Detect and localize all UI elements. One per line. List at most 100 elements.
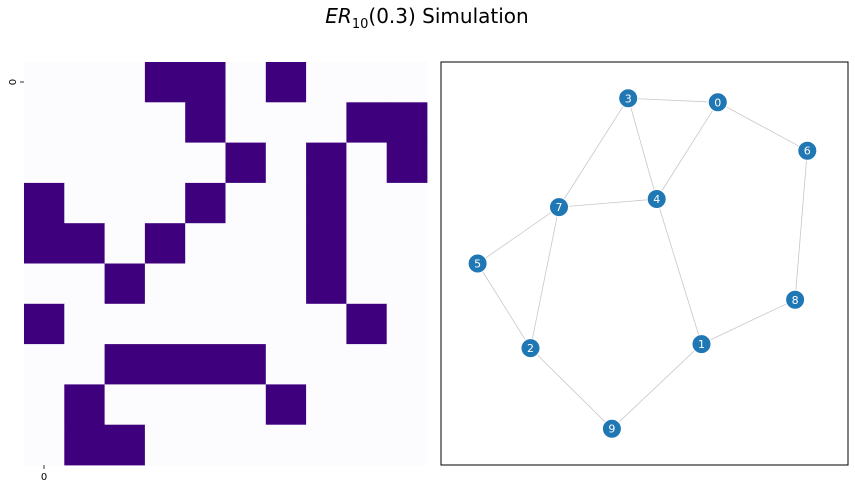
- heatmap-cell-2-0: [24, 142, 65, 184]
- edge-5-2: [477, 263, 531, 349]
- heatmap-cell-2-3: [144, 142, 186, 184]
- heatmap-cell-6-6: [265, 303, 307, 345]
- heatmap-cell-8-5: [225, 384, 267, 426]
- heatmap-cell-5-7: [306, 263, 347, 305]
- node-label-3: 3: [625, 92, 632, 105]
- network-nodes: 0 1 2 3 4 5 6 7 8 9: [467, 88, 818, 439]
- edge-8-6: [794, 150, 808, 300]
- heatmap-cell-7-8: [346, 344, 388, 385]
- heatmap-cell-9-7: [306, 424, 347, 466]
- heatmap-cell-2-6: [265, 142, 307, 184]
- edge-0-6: [717, 101, 808, 152]
- heatmap-cell-0-8: [346, 62, 388, 103]
- y-tick-label-0: 0: [8, 79, 19, 85]
- heatmap-cell-1-1: [64, 102, 105, 143]
- heatmap-cell-8-2: [104, 384, 146, 426]
- heatmap-cell-6-1: [64, 303, 105, 345]
- heatmap-cell-3-9: [386, 182, 428, 224]
- heatmap-cell-8-6: [265, 384, 307, 426]
- heatmap-cell-1-5: [225, 102, 267, 143]
- heatmap-cell-5-9: [386, 263, 428, 305]
- edge-7-5: [477, 206, 560, 264]
- node-5: [467, 253, 488, 274]
- heatmap-cell-7-3: [144, 344, 186, 385]
- x-tick-label-0: 0: [41, 472, 47, 483]
- heatmap-cell-9-0: [24, 424, 65, 466]
- heatmap-cell-4-3: [144, 223, 186, 264]
- heatmap-cell-5-8: [346, 263, 388, 305]
- heatmap-cell-9-4: [185, 424, 226, 466]
- edge-3-7: [558, 98, 629, 208]
- heatmap-cell-2-5: [225, 142, 267, 184]
- heatmap-cell-3-5: [225, 182, 267, 224]
- edge-1-8: [701, 299, 796, 345]
- heatmap-cell-8-3: [144, 384, 186, 426]
- heatmap-cell-5-1: [64, 263, 105, 305]
- node-label-9: 9: [608, 423, 615, 436]
- heatmap-cell-8-7: [306, 384, 347, 426]
- heatmap-cell-6-9: [386, 303, 428, 345]
- heatmap-cell-4-8: [346, 223, 388, 264]
- heatmap-cell-1-3: [144, 102, 186, 143]
- network-edges: [477, 97, 808, 429]
- title-main: ER: [325, 4, 352, 28]
- heatmap-cell-7-6: [265, 344, 307, 385]
- edge-7-2: [530, 207, 560, 349]
- node-label-6: 6: [804, 145, 811, 158]
- heatmap-cell-3-2: [104, 182, 146, 224]
- heatmap-cell-3-7: [306, 182, 347, 224]
- heatmap-cell-7-9: [386, 344, 428, 385]
- edge-7-4: [558, 198, 657, 208]
- heatmap-cell-6-3: [144, 303, 186, 345]
- node-6: [797, 140, 818, 161]
- heatmap-cell-1-9: [386, 102, 428, 143]
- edge-0-4: [656, 102, 719, 200]
- heatmap-cell-0-0: [24, 62, 65, 103]
- heatmap-cell-3-1: [64, 182, 105, 224]
- heatmap-cell-7-0: [24, 344, 65, 385]
- adjacency-heatmap: [24, 62, 428, 466]
- heatmap-cell-6-2: [104, 303, 146, 345]
- heatmap-cell-7-5: [225, 344, 267, 385]
- heatmap-cell-7-2: [104, 344, 146, 385]
- heatmap-cell-9-1: [64, 424, 105, 466]
- heatmap-cell-4-7: [306, 223, 347, 264]
- edge-2-9: [530, 347, 613, 429]
- node-label-2: 2: [527, 342, 534, 355]
- heatmap-cell-3-6: [265, 182, 307, 224]
- heatmap-cell-0-4: [185, 62, 226, 103]
- heatmap-cell-0-5: [225, 62, 267, 103]
- heatmap-cell-1-8: [346, 102, 388, 143]
- heatmap-cell-1-6: [265, 102, 307, 143]
- figure-title: ER10(0.3) Simulation: [325, 4, 528, 32]
- node-0: [707, 92, 728, 113]
- heatmap-cell-2-9: [386, 142, 428, 184]
- heatmap-cell-9-8: [346, 424, 388, 466]
- heatmap-cell-2-1: [64, 142, 105, 184]
- heatmap-cell-5-3: [144, 263, 186, 305]
- heatmap-cell-9-9: [386, 424, 428, 466]
- node-1: [691, 334, 712, 355]
- heatmap-cell-5-2: [104, 263, 146, 305]
- heatmap-cell-0-2: [104, 62, 146, 103]
- heatmap-cell-6-8: [346, 303, 388, 345]
- heatmap-cell-7-7: [306, 344, 347, 385]
- edge-3-4: [627, 98, 658, 200]
- heatmap-cell-8-9: [386, 384, 428, 426]
- heatmap-cell-8-0: [24, 384, 65, 426]
- heatmap-cell-0-3: [144, 62, 186, 103]
- heatmap-cell-5-0: [24, 263, 65, 305]
- node-label-0: 0: [714, 96, 721, 109]
- node-label-7: 7: [556, 201, 563, 214]
- heatmap-cell-6-4: [185, 303, 226, 345]
- heatmap-cell-4-2: [104, 223, 146, 264]
- heatmap-cell-9-6: [265, 424, 307, 466]
- heatmap-cell-6-0: [24, 303, 65, 345]
- heatmap-cell-2-4: [185, 142, 226, 184]
- heatmap-cell-2-2: [104, 142, 146, 184]
- heatmap-cell-5-6: [265, 263, 307, 305]
- heatmap-cell-0-9: [386, 62, 428, 103]
- edge-4-1: [656, 198, 702, 345]
- heatmap-cell-7-1: [64, 344, 105, 385]
